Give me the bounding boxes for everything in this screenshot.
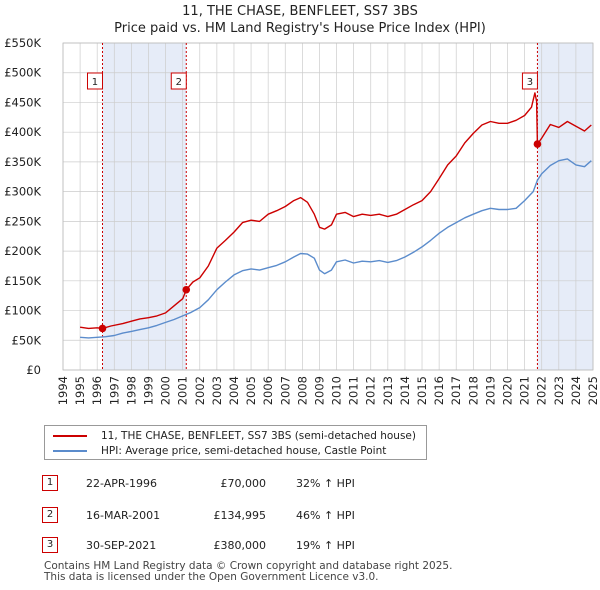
x-tick-label: 2012 xyxy=(364,376,378,405)
hpi-series-line xyxy=(80,158,592,339)
x-tick-label: 1999 xyxy=(141,376,155,405)
y-tick-label: £450K xyxy=(4,95,41,109)
x-tick-label: 1994 xyxy=(56,376,70,405)
transaction-price: £134,995 xyxy=(213,509,267,522)
x-tick-label: 2015 xyxy=(415,376,429,405)
x-tick-label: 1998 xyxy=(124,376,138,405)
x-tick-label: 2010 xyxy=(330,376,344,405)
x-tick-label: 2024 xyxy=(569,376,583,405)
sale-label-box xyxy=(86,72,103,90)
x-tick-label: 2021 xyxy=(518,376,532,405)
transaction-date: 22-APR-1996 xyxy=(86,477,158,490)
y-tick-label: £300K xyxy=(4,185,41,199)
transaction-row: 2 16-MAR-2001 £134,995 46% ↑ HPI xyxy=(0,507,600,527)
sale-label-box xyxy=(170,72,187,90)
x-tick-label: 2003 xyxy=(210,376,224,405)
transaction-number: 3 xyxy=(42,537,58,553)
transaction-row: 3 30-SEP-2021 £380,000 19% ↑ HPI xyxy=(0,537,600,557)
transaction-number: 1 xyxy=(42,475,58,491)
shaded-span xyxy=(102,43,187,370)
transaction-date: 30-SEP-2021 xyxy=(86,539,157,552)
x-tick-label: 2001 xyxy=(176,376,190,405)
footer: Contains HM Land Registry data © Crown c… xyxy=(44,561,452,583)
legend-swatch-hpi xyxy=(53,450,87,452)
footer-licence: This data is licensed under the Open Gov… xyxy=(44,571,379,583)
sale-marker xyxy=(182,285,191,294)
transaction-row: 1 22-APR-1996 £70,000 32% ↑ HPI xyxy=(0,475,600,495)
legend-item-hpi: HPI: Average price, semi-detached house,… xyxy=(53,444,386,458)
transaction-price: £70,000 xyxy=(220,477,267,490)
x-tick-label: 1996 xyxy=(90,376,104,405)
legend: 11, THE CHASE, BENFLEET, SS7 3BS (semi-d… xyxy=(44,425,427,460)
x-tick-label: 2002 xyxy=(193,376,207,405)
sale-marker xyxy=(533,140,542,148)
y-tick-label: £400K xyxy=(4,125,41,139)
x-tick-label: 2006 xyxy=(261,376,275,405)
y-tick-label: £0 xyxy=(26,363,41,377)
x-tick-label: 2000 xyxy=(159,376,173,405)
x-tick-label: 2020 xyxy=(501,376,515,405)
y-tick-label: £150K xyxy=(4,274,41,288)
x-tick-label: 2004 xyxy=(227,376,241,405)
price-chart: £0 £50K £100K £150K £200K £250K £300K £350K £400… xyxy=(4,36,600,405)
x-tick-label: 2016 xyxy=(432,376,446,405)
transaction-price: £380,000 xyxy=(213,539,267,552)
sale-label-number: 2 xyxy=(176,77,182,88)
x-tick-label: 2008 xyxy=(295,376,309,405)
x-tick-label: 2005 xyxy=(244,376,258,405)
shaded-span xyxy=(537,43,593,370)
y-tick-label: £350K xyxy=(4,155,41,169)
y-tick-label: £550K xyxy=(4,36,41,50)
x-tick-label: 2009 xyxy=(312,376,326,405)
x-tick-label: 1997 xyxy=(107,376,121,405)
legend-label-property: 11, THE CHASE, BENFLEET, SS7 3BS (semi-d… xyxy=(101,430,416,442)
property-series-line xyxy=(80,92,592,330)
x-tick-label: 2025 xyxy=(586,376,600,405)
x-tick-label: 2018 xyxy=(466,376,480,405)
x-tick-label: 2011 xyxy=(347,376,361,405)
x-tick-label: 2007 xyxy=(278,376,292,405)
footer-copyright: Contains HM Land Registry data © Crown c… xyxy=(44,560,453,572)
chart-title: 11, THE CHASE, BENFLEET, SS7 3BS xyxy=(182,4,418,19)
x-tick-label: 2023 xyxy=(552,376,566,405)
legend-item-property: 11, THE CHASE, BENFLEET, SS7 3BS (semi-d… xyxy=(53,429,416,443)
sale-marker xyxy=(98,324,107,333)
y-tick-label: £500K xyxy=(4,66,41,80)
chart-subtitle: Price paid vs. HM Land Registry's House … xyxy=(114,21,486,36)
legend-swatch-property xyxy=(53,435,87,437)
transaction-hpi: 32% ↑ HPI xyxy=(296,477,355,490)
transaction-hpi: 19% ↑ HPI xyxy=(296,539,355,552)
legend-label-hpi: HPI: Average price, semi-detached house,… xyxy=(101,445,387,457)
sale-label-number: 1 xyxy=(92,77,98,88)
transaction-number: 2 xyxy=(42,507,58,523)
x-tick-label: 2013 xyxy=(381,376,395,405)
x-tick-label: 1995 xyxy=(73,376,87,405)
x-tick-label: 2017 xyxy=(449,376,463,405)
y-tick-label: £250K xyxy=(4,214,41,228)
y-tick-label: £100K xyxy=(4,304,41,318)
y-tick-label: £50K xyxy=(12,333,42,347)
x-tick-label: 2019 xyxy=(483,376,497,405)
plot-border xyxy=(62,42,594,371)
transaction-hpi: 46% ↑ HPI xyxy=(296,509,355,522)
sale-label-box xyxy=(521,72,538,90)
sale-label-number: 3 xyxy=(527,77,533,88)
y-tick-label: £200K xyxy=(4,244,41,258)
transaction-date: 16-MAR-2001 xyxy=(86,509,161,522)
x-tick-label: 2014 xyxy=(398,376,412,405)
x-tick-label: 2022 xyxy=(535,376,549,405)
